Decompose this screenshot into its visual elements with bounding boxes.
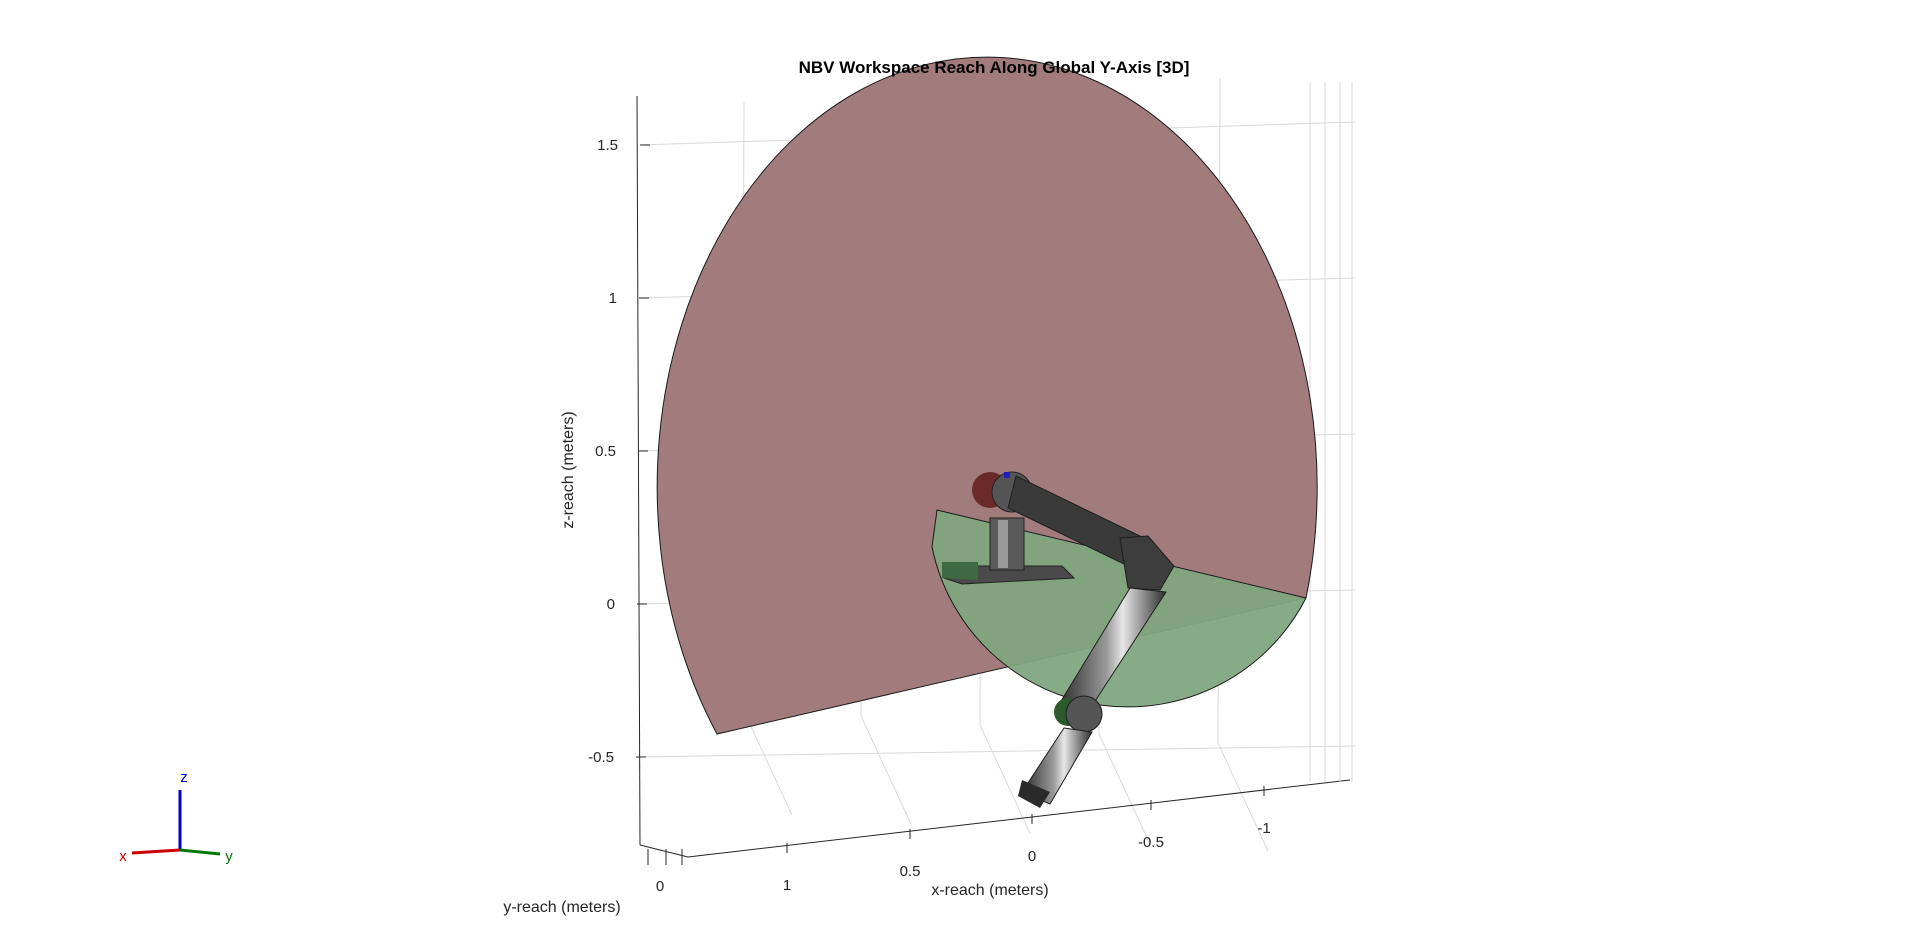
robot-arm-model [942, 471, 1175, 808]
y-tick-label: 0 [656, 878, 664, 895]
robot-top-marker [1004, 472, 1010, 478]
x-axis-label: x-reach (meters) [931, 882, 1048, 899]
triad-y-axis [179, 848, 221, 856]
z-tick-label: 0.5 [595, 443, 616, 460]
x-tick-label: -0.5 [1138, 834, 1164, 851]
x-tick-label: -1 [1257, 820, 1270, 837]
x-axis-line [687, 779, 1351, 858]
z-tick-label: -0.5 [588, 749, 614, 766]
triad-x-axis [131, 848, 181, 855]
robot-base-marker [942, 562, 978, 580]
robot-elbow-joint [1119, 535, 1175, 591]
x-tick-label: 0 [1028, 848, 1036, 865]
triad-y-label: y [225, 848, 233, 865]
robot-end-effector [1021, 727, 1093, 805]
z-gridline [635, 745, 1356, 758]
y-axis-line [639, 844, 689, 858]
robot-end-cap [1018, 780, 1050, 808]
robot-wrist-joint [1065, 695, 1103, 733]
y-axis-label: y-reach (meters) [503, 899, 620, 916]
orientation-triad: z x y [119, 769, 233, 865]
z-axis-label: z-reach (meters) [560, 411, 577, 528]
y-axis-ticks: 0 [647, 849, 683, 895]
z-tick-label: 1.5 [597, 137, 618, 154]
triad-z-label: z [180, 769, 188, 786]
x-tick-label: 0.5 [900, 863, 921, 880]
z-axis-ticks: 1.5 1 0.5 0 -0.5 [588, 137, 650, 766]
z-tick-label: 0 [607, 596, 615, 613]
z-axis-line [636, 95, 641, 846]
x-axis-ticks: 1 0.5 0 -0.5 -1 [783, 786, 1271, 894]
robot-pedestal-highlight [998, 520, 1008, 568]
z-tick-label: 1 [609, 290, 617, 307]
chart-title: NBV Workspace Reach Along Global Y-Axis … [799, 58, 1190, 77]
x-tick-label: 1 [783, 877, 791, 894]
triad-x-label: x [119, 848, 127, 865]
